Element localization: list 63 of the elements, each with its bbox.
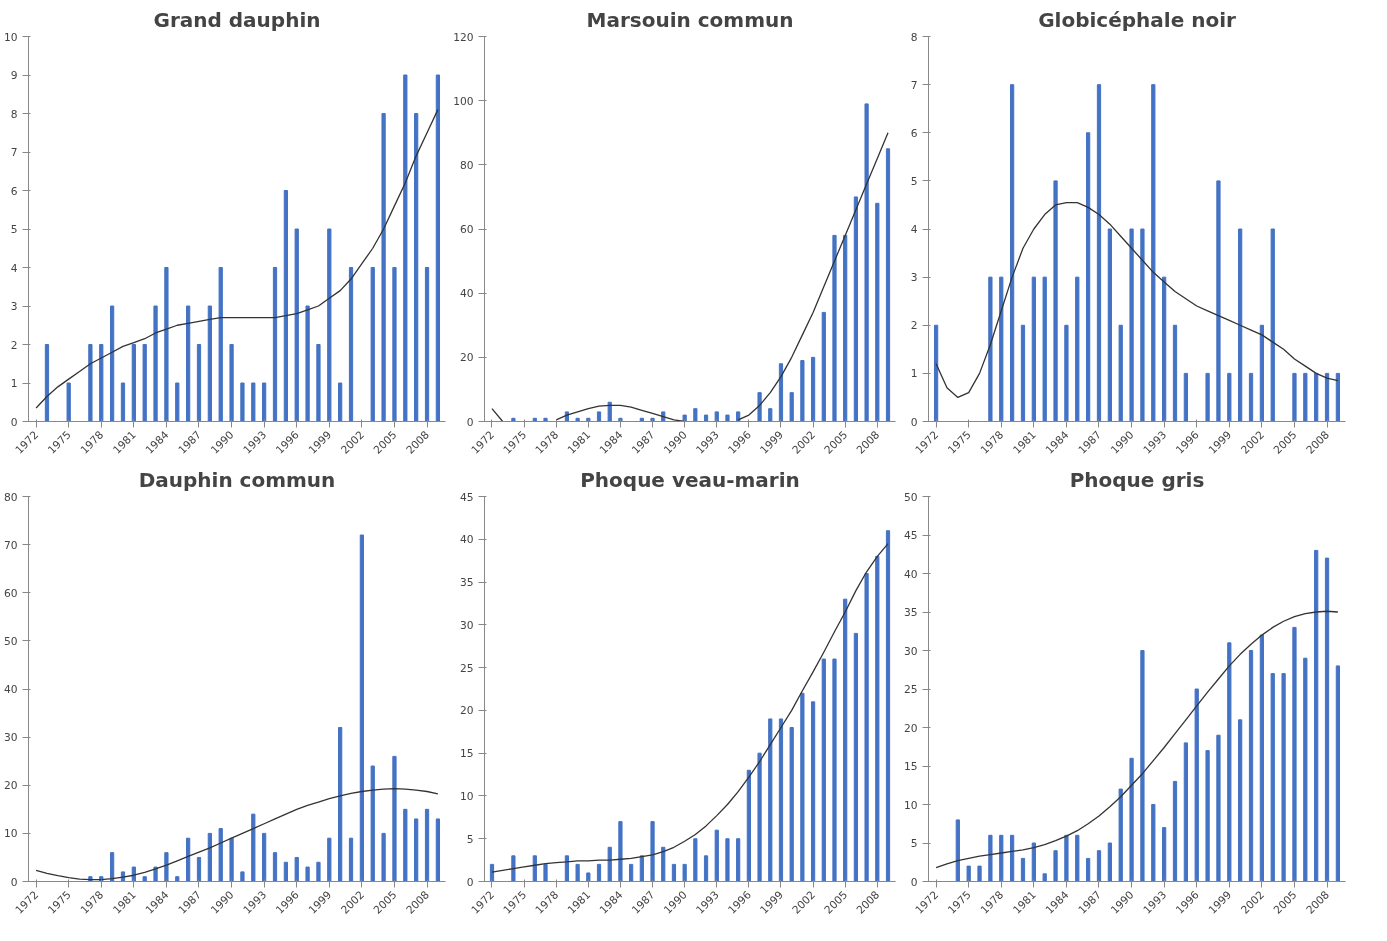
y-tick-label: 3	[910, 271, 918, 285]
y-tick-label: 40	[903, 567, 918, 581]
y-tick-label: 7	[910, 78, 918, 92]
y-tick-label: 15	[903, 760, 918, 773]
y-tick-label: 50	[903, 490, 918, 504]
y-tick-label: 6	[910, 126, 918, 140]
y-tick-label: 45	[903, 529, 918, 542]
y-tick-label: 40	[3, 683, 18, 696]
y-tick-label: 5	[910, 837, 918, 850]
y-tick-label: 10	[3, 827, 18, 841]
y-tick-label: 25	[903, 683, 918, 696]
y-tick-label: 9	[10, 69, 18, 82]
y-tick-label: 70	[3, 538, 18, 552]
y-tick-label: 0	[466, 415, 474, 429]
y-tick-label: 45	[459, 490, 474, 504]
y-tick-label: 1	[910, 367, 918, 381]
y-tick-label: 80	[459, 158, 474, 172]
y-tick-label: 100	[453, 94, 474, 108]
y-tick-label: 20	[3, 779, 18, 793]
y-tick-label: 10	[459, 789, 474, 803]
y-tick-label: 10	[903, 798, 918, 812]
y-tick-label: 5	[910, 174, 918, 188]
y-tick-label: 6	[10, 184, 18, 198]
chart-title: Globicéphale noir	[1038, 7, 1236, 32]
y-tick-label: 5	[10, 223, 18, 236]
y-tick-label: 3	[10, 300, 18, 313]
y-tick-label: 0	[910, 415, 918, 429]
y-tick-label: 60	[459, 223, 474, 236]
y-tick-label: 25	[459, 661, 474, 675]
chart-title: Dauphin commun	[138, 467, 336, 492]
y-tick-label: 8	[910, 30, 918, 44]
y-tick-label: 120	[453, 30, 474, 44]
y-tick-label: 2	[910, 319, 918, 333]
y-tick-label: 35	[903, 606, 918, 619]
chart-title: Phoque veau-marin	[580, 467, 800, 492]
y-tick-label: 2	[10, 338, 18, 352]
y-tick-label: 30	[3, 731, 18, 745]
y-tick-label: 40	[459, 287, 474, 301]
y-tick-label: 4	[910, 223, 918, 236]
y-tick-label: 8	[10, 107, 18, 121]
y-tick-label: 10	[3, 30, 18, 44]
y-tick-label: 60	[3, 586, 18, 600]
y-tick-label: 0	[10, 875, 18, 889]
chart-title: Phoque gris	[1069, 467, 1205, 492]
y-tick-label: 5	[466, 832, 474, 846]
y-tick-label: 20	[459, 351, 474, 365]
y-tick-label: 80	[3, 490, 18, 504]
y-tick-label: 20	[459, 704, 474, 718]
chart-title: Grand dauphin	[153, 7, 321, 32]
y-tick-label: 30	[459, 618, 474, 632]
y-tick-label: 50	[3, 634, 18, 648]
chart-title: Marsouin commun	[586, 7, 794, 32]
y-tick-label: 0	[466, 875, 474, 889]
y-tick-label: 40	[459, 533, 474, 547]
y-tick-label: 0	[10, 415, 18, 429]
y-tick-label: 20	[903, 721, 918, 735]
y-tick-label: 0	[910, 875, 918, 889]
y-tick-label: 7	[10, 146, 18, 159]
y-tick-label: 15	[459, 747, 474, 761]
y-tick-label: 30	[903, 644, 918, 658]
y-tick-label: 1	[10, 377, 18, 390]
y-tick-label: 35	[459, 576, 474, 590]
y-tick-label: 4	[10, 261, 18, 275]
